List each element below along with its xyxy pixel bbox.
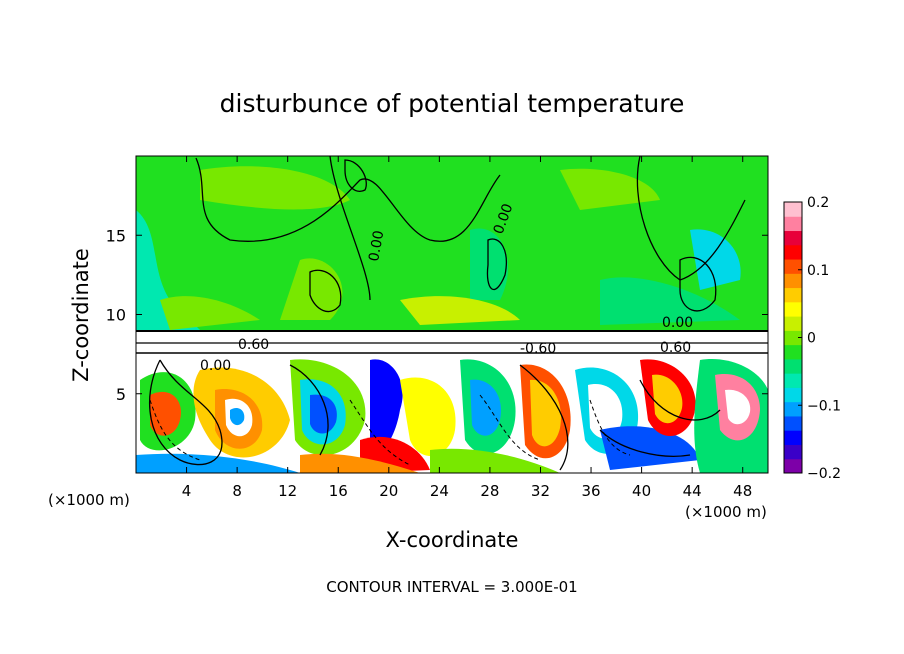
- colorbar-swatch: [784, 387, 802, 403]
- colorbar-tick-label: 0.1: [807, 263, 829, 279]
- upper-field-patches: [136, 166, 741, 330]
- x-tick-label: 12: [278, 482, 297, 500]
- colorbar-swatch: [784, 458, 802, 474]
- colorbar-tick-label: −0.1: [807, 398, 841, 414]
- colorbar: [783, 201, 803, 474]
- colorbar-swatch: [784, 273, 802, 289]
- colorbar-swatch: [784, 244, 802, 260]
- colorbar-swatch: [784, 202, 802, 217]
- y-tick-label: 15: [106, 226, 126, 245]
- y-tick-label: 10: [106, 306, 126, 325]
- x-tick-label: 32: [531, 482, 550, 500]
- colorbar-swatch: [784, 358, 802, 374]
- colorbar-swatch: [784, 444, 802, 460]
- x-tick-label: 44: [683, 482, 702, 500]
- x-tick-label: 16: [329, 482, 348, 500]
- colorbar-swatch: [784, 287, 802, 303]
- x-tick-label: 8: [232, 482, 242, 500]
- y-tick-label: 5: [116, 385, 126, 404]
- colorbar-tick-label: −0.2: [807, 466, 841, 482]
- contour-label: 0.00: [366, 229, 387, 262]
- x-unit-left: (×1000 m): [48, 491, 130, 509]
- x-tick-label: 28: [480, 482, 499, 500]
- y-axis-label: Z-coordinate: [69, 248, 93, 382]
- contour-lines-dashed: [149, 394, 631, 466]
- colorbar-swatch: [784, 344, 802, 360]
- colorbar-tick-label: 0.2: [807, 195, 829, 211]
- x-tick-label: 36: [581, 482, 600, 500]
- contour-label: 0.60: [238, 337, 269, 353]
- x-unit-right: (×1000 m): [685, 503, 767, 521]
- colorbar-swatch: [784, 216, 802, 232]
- colorbar-swatch: [784, 330, 802, 346]
- blank-band: [136, 331, 768, 353]
- contour-label: 0.00: [200, 358, 231, 374]
- contour-label: 0.00: [662, 315, 693, 331]
- contour-label: -0.60: [520, 341, 556, 357]
- colorbar-ticks: 0.2 0.1 0 −0.1 −0.2: [798, 195, 841, 482]
- contour-label: 0.60: [660, 340, 691, 356]
- colorbar-swatch: [784, 415, 802, 431]
- colorbar-swatch: [784, 401, 802, 417]
- colorbar-swatch: [784, 230, 802, 246]
- x-tick-label: 48: [733, 482, 752, 500]
- chart-title: disturbunce of potential temperature: [220, 89, 685, 118]
- x-tick-label: 40: [632, 482, 651, 500]
- colorbar-swatch: [784, 316, 802, 331]
- x-axis: 4 8 12 16 20 24 28 32 36 40 44 48: [182, 156, 752, 500]
- y-axis: 5 10 15: [106, 226, 768, 404]
- colorbar-swatch: [784, 373, 802, 388]
- colorbar-tick-label: 0: [807, 331, 816, 347]
- x-axis-label: X-coordinate: [386, 528, 519, 552]
- colorbar-swatch: [784, 259, 802, 274]
- x-tick-label: 4: [182, 482, 192, 500]
- contour-interval-note: CONTOUR INTERVAL = 3.000E-01: [326, 578, 577, 596]
- colorbar-swatch: [784, 430, 802, 445]
- x-tick-label: 20: [379, 482, 398, 500]
- colorbar-swatch: [784, 301, 802, 317]
- plot-area: [136, 156, 768, 473]
- contour-lines: [136, 156, 768, 471]
- x-tick-label: 24: [430, 482, 449, 500]
